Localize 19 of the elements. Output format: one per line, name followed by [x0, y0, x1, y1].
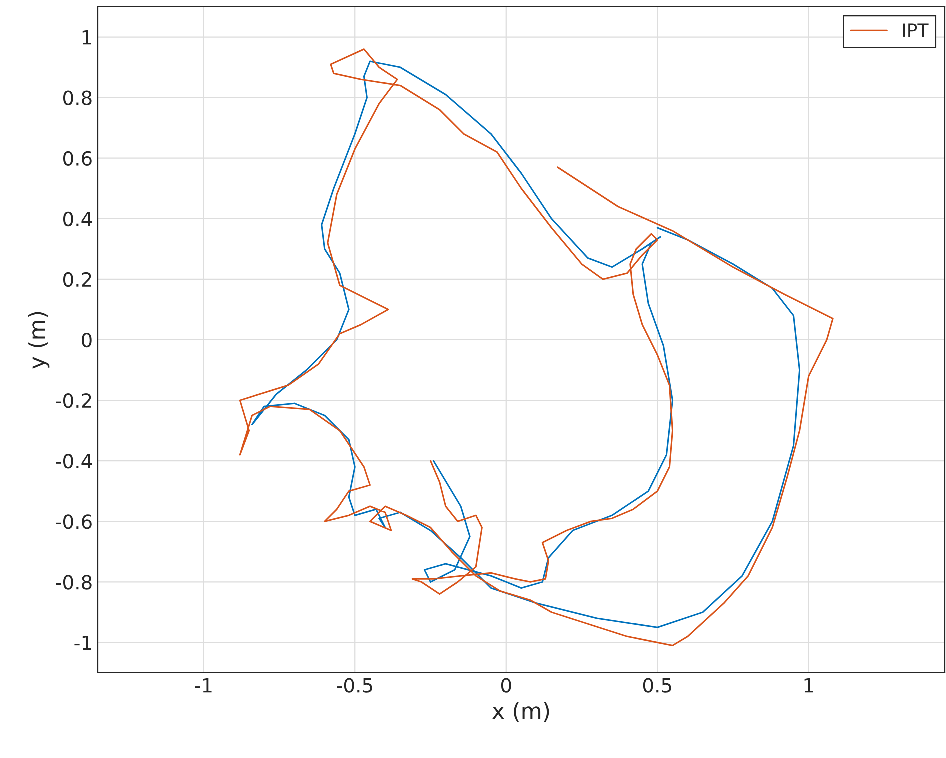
y-tick-label: -0.8: [56, 575, 92, 590]
x-tick-label: 0.5: [643, 678, 672, 693]
y-tick-label: -0.4: [56, 454, 92, 469]
y-tick-label: -0.2: [56, 394, 92, 408]
y-tick-label: 0.2: [64, 272, 92, 288]
x-axis-title: x (m): [492, 702, 550, 722]
x-tick-label: -0.5: [337, 678, 372, 693]
x-tick-label: 0: [501, 678, 512, 693]
y-tick-label: 0.8: [64, 90, 92, 106]
y-tick-label: 1: [82, 30, 92, 45]
x-tick-label: -1: [195, 678, 212, 693]
y-tick-label: 0.6: [64, 151, 92, 166]
legend-label: IPT: [903, 24, 929, 37]
y-tick-label: -0.6: [56, 514, 92, 530]
y-tick-label: -1: [74, 636, 92, 650]
y-tick-label: 0.4: [64, 212, 92, 227]
x-tick-label: 1: [804, 678, 814, 693]
y-tick-label: 0: [82, 332, 92, 348]
y-axis-title: y (m): [28, 312, 50, 369]
